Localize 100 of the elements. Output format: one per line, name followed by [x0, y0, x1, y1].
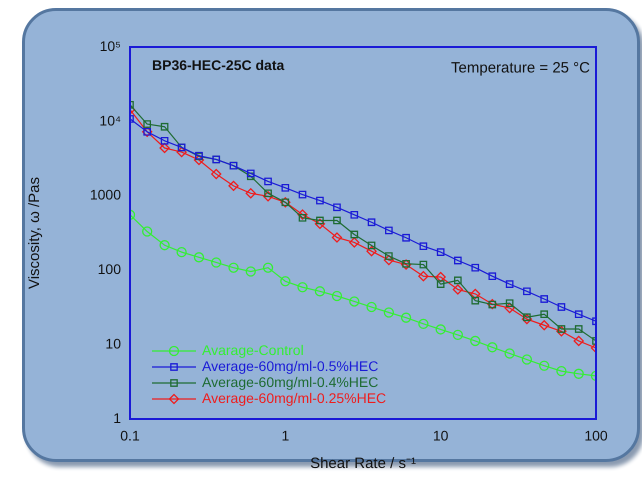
- y-tick-label: 10⁴: [99, 112, 121, 128]
- point: [160, 136, 168, 145]
- point: [349, 296, 360, 307]
- point: [159, 240, 170, 250]
- point: [402, 234, 410, 242]
- point: [368, 242, 376, 250]
- point: [523, 313, 531, 322]
- point: [385, 252, 393, 260]
- point: [385, 226, 393, 234]
- y-tick-label: 1: [113, 410, 122, 426]
- point: [211, 257, 222, 268]
- point: [298, 214, 306, 222]
- point: [143, 120, 152, 128]
- point: [452, 330, 463, 340]
- point: [333, 203, 341, 212]
- point: [246, 172, 255, 180]
- y-tick-label: 100: [98, 261, 122, 278]
- point: [246, 266, 256, 277]
- point: [349, 237, 360, 248]
- point: [297, 282, 308, 292]
- y-tick-label: 10⁵: [100, 38, 121, 54]
- point: [160, 122, 168, 131]
- point: [506, 299, 514, 308]
- point: [262, 191, 274, 202]
- legend-label: Avarage-Control: [202, 342, 304, 358]
- point: [558, 303, 566, 311]
- point: [350, 210, 358, 219]
- point: [556, 326, 567, 336]
- point: [454, 256, 462, 264]
- point: [470, 336, 480, 346]
- y-axis-title: Viscosity, ω /Pas: [26, 176, 44, 290]
- point: [487, 342, 498, 352]
- x-tick-label: 100: [584, 427, 608, 444]
- point: [211, 168, 222, 180]
- point: [262, 262, 274, 273]
- legend-label: Average-60mg/ml-0.4%HEC: [202, 374, 378, 390]
- point: [264, 178, 272, 186]
- y-tick-label: 10: [105, 335, 122, 352]
- point: [282, 184, 290, 192]
- y-tick-label: 1000: [90, 186, 122, 203]
- point: [454, 276, 462, 284]
- point: [246, 170, 255, 178]
- point: [316, 196, 324, 204]
- point: [280, 276, 290, 286]
- point: [418, 318, 429, 330]
- point: [471, 264, 480, 272]
- point: [264, 189, 272, 198]
- point: [176, 146, 187, 158]
- annotation: BP36-HEC-25C data: [152, 56, 284, 73]
- point: [452, 284, 463, 295]
- point: [176, 246, 187, 258]
- point: [332, 232, 342, 243]
- point: [574, 368, 584, 379]
- point: [504, 348, 515, 359]
- point: [314, 286, 326, 296]
- point: [436, 280, 444, 288]
- point: [420, 242, 428, 250]
- point: [420, 260, 428, 268]
- x-axis-title: Shear Rate / s⁻¹: [310, 455, 416, 472]
- point: [540, 310, 548, 318]
- x-tick-label: 0.1: [120, 427, 140, 444]
- point: [436, 248, 444, 256]
- point: [366, 302, 377, 312]
- point: [574, 325, 583, 333]
- point: [574, 310, 583, 318]
- point: [297, 209, 308, 220]
- point: [384, 254, 394, 266]
- point: [471, 296, 480, 304]
- point: [400, 312, 412, 323]
- point: [159, 142, 170, 154]
- point: [574, 336, 584, 346]
- annotation: Temperature = 25 °C: [451, 60, 590, 77]
- point: [314, 218, 326, 229]
- point: [436, 272, 446, 282]
- legend-label: Average-60mg/ml-0.5%HEC: [202, 358, 378, 374]
- point: [194, 252, 204, 262]
- x-tick-label: 10: [432, 427, 449, 444]
- point: [228, 262, 239, 273]
- point: [539, 320, 550, 330]
- point: [556, 366, 567, 376]
- point: [523, 287, 531, 296]
- point: [298, 190, 306, 198]
- point: [436, 324, 446, 335]
- point: [522, 314, 532, 324]
- point: [366, 246, 377, 256]
- x-tick-label: 1: [281, 427, 290, 444]
- point: [539, 360, 550, 371]
- point: [504, 302, 515, 314]
- point: [194, 154, 204, 166]
- point: [558, 325, 566, 333]
- legend-label: Average-60mg/ml-0.25%HEC: [202, 390, 386, 406]
- point: [228, 180, 239, 192]
- point: [418, 271, 429, 282]
- point: [540, 295, 548, 303]
- point: [350, 230, 358, 238]
- point: [506, 280, 514, 288]
- point: [470, 288, 480, 300]
- point: [488, 272, 496, 280]
- point: [332, 290, 342, 302]
- point: [384, 307, 394, 318]
